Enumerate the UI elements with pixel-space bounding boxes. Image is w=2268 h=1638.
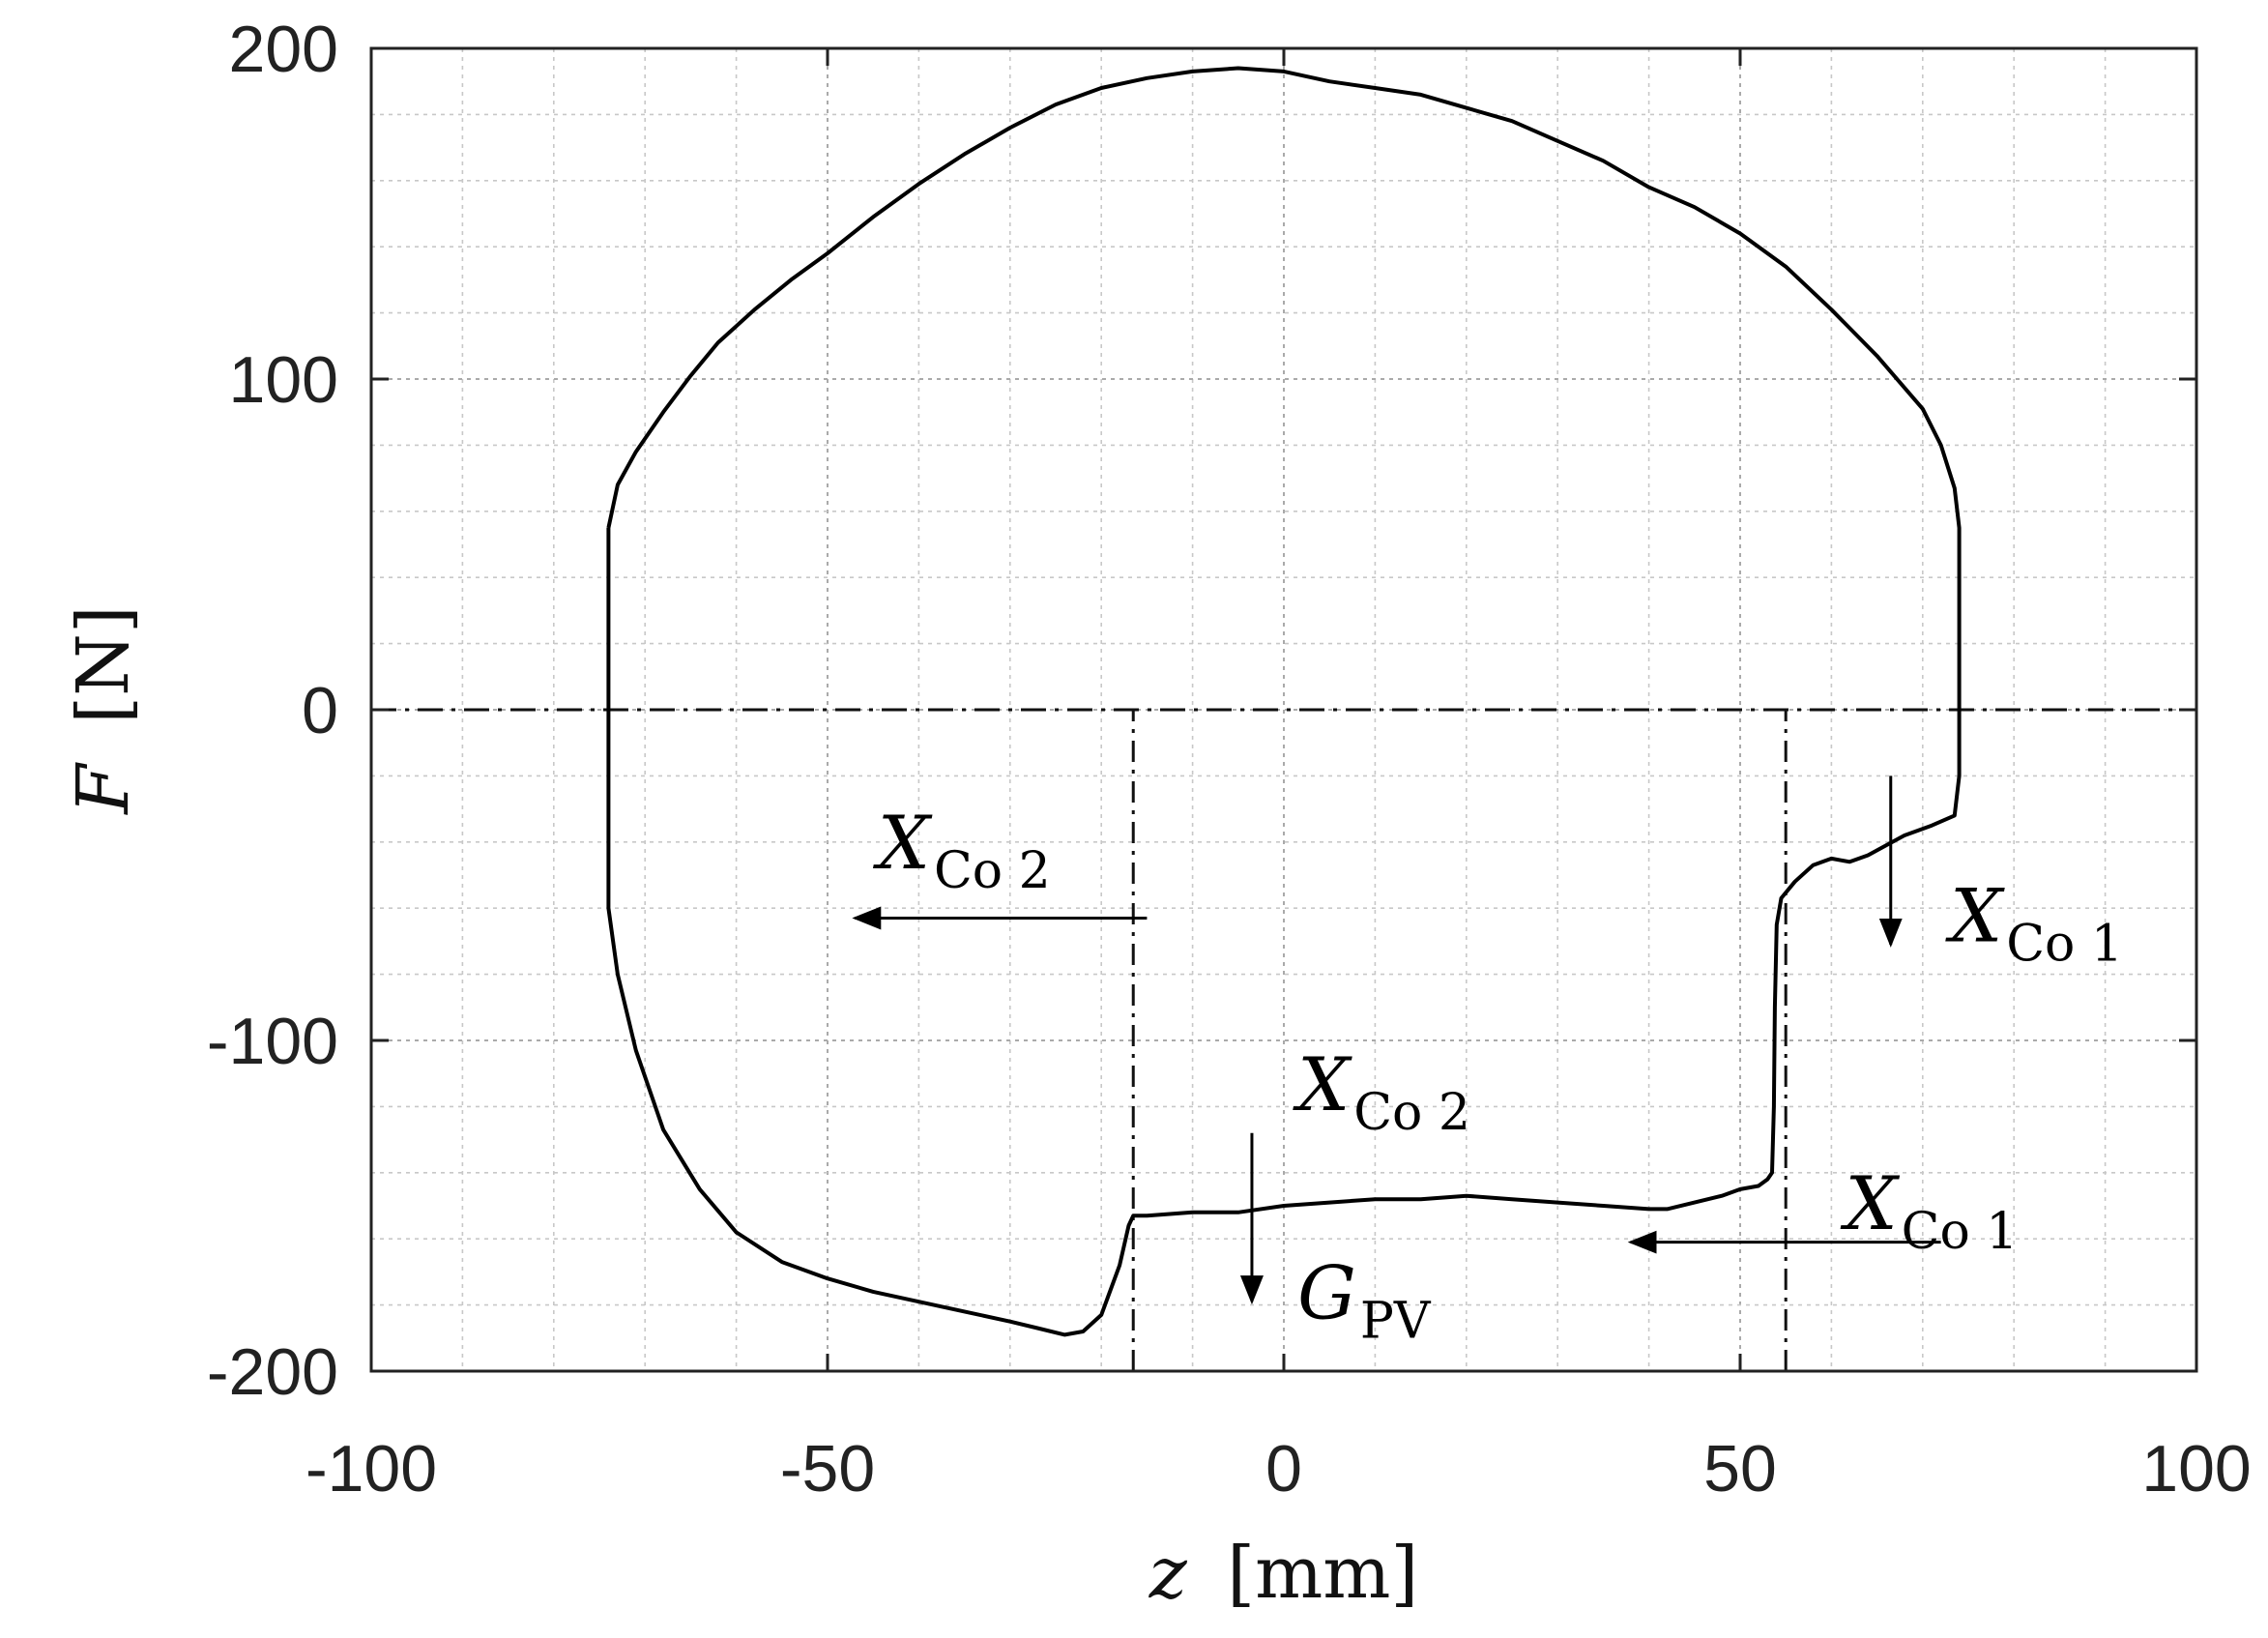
annotation-subscript: Co 2	[934, 842, 1051, 900]
x-tick-label: -50	[780, 1432, 875, 1506]
annotation-main: X	[1841, 1160, 1901, 1246]
arrows	[852, 775, 1941, 1305]
axis-labels: z [mm] F [N]	[62, 605, 1418, 1615]
annotation-subscript: Co 2	[1353, 1084, 1470, 1142]
y-axis-variable: F	[62, 762, 145, 816]
y-axis-label: F [N]	[62, 605, 145, 815]
annotation-label: XCo 1	[1841, 1160, 2019, 1261]
annotation-label: XCo 1	[1945, 872, 2123, 973]
x-tick-label: 50	[1703, 1432, 1777, 1506]
x-tick-label: 0	[1265, 1432, 1302, 1506]
annotation-label: GPV	[1297, 1249, 1432, 1350]
annotation-main: X	[1945, 872, 2005, 958]
ticks: -100 -50 0 50 100 -200 -100 0 100 200	[207, 13, 2252, 1506]
annotation-label: XCo 2	[1293, 1041, 1470, 1142]
x-tick-label: -100	[305, 1432, 437, 1506]
annotation-main: G	[1297, 1249, 1356, 1335]
annotation-main: X	[1293, 1041, 1352, 1127]
annotation-subscript: Co 1	[1902, 1203, 2019, 1261]
force-curve-series	[606, 66, 1962, 1337]
x-tick-label: 100	[2141, 1432, 2251, 1506]
x-axis-label: z [mm]	[1149, 1532, 1419, 1615]
y-tick-label: -100	[207, 1005, 338, 1078]
annotation-main: X	[873, 800, 933, 886]
x-axis-unit: [mm]	[1227, 1532, 1418, 1615]
x-axis-variable: z	[1149, 1532, 1188, 1615]
vertical-markers	[1131, 710, 1788, 1371]
y-tick-label: 100	[229, 343, 338, 417]
annotation-subscript: Co 1	[2006, 915, 2123, 973]
annotation-subscript: PV	[1360, 1292, 1432, 1350]
y-tick-label: -200	[207, 1335, 338, 1409]
y-tick-label: 0	[302, 674, 338, 747]
annotation-label: XCo 2	[873, 800, 1051, 900]
y-axis-unit: [N]	[62, 605, 145, 724]
y-tick-label: 200	[229, 13, 338, 86]
series-layer	[606, 66, 1962, 1337]
